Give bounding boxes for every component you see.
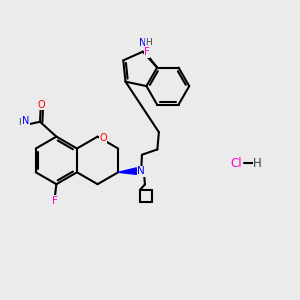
Text: N: N [137,166,145,176]
Text: H: H [145,38,152,47]
Text: Cl: Cl [230,157,242,170]
Polygon shape [118,168,136,174]
Text: O: O [38,100,45,110]
Text: N: N [139,38,147,48]
Text: H: H [18,118,24,127]
Text: H: H [253,157,262,170]
Text: F: F [144,47,150,57]
Text: F: F [52,196,58,206]
Text: O: O [99,133,107,142]
Text: N: N [22,116,29,126]
